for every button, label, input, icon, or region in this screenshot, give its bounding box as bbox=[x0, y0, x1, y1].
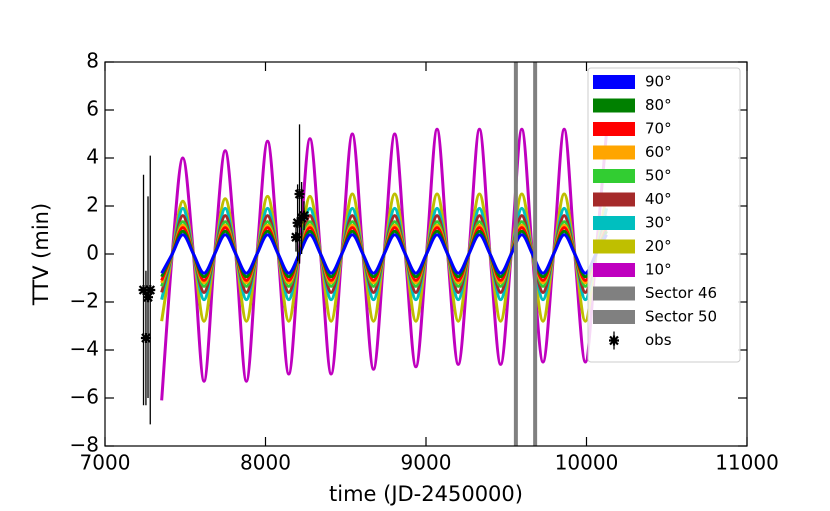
legend-swatch bbox=[609, 335, 619, 346]
obs-marker bbox=[140, 333, 151, 343]
y-tick-label: 2 bbox=[86, 193, 99, 217]
obs-marker bbox=[299, 210, 310, 221]
legend-label: 90° bbox=[645, 73, 672, 91]
y-tick-label: 0 bbox=[86, 241, 99, 265]
x-tick-label: 7000 bbox=[80, 451, 131, 475]
legend-swatch bbox=[593, 216, 635, 230]
y-tick-label: 4 bbox=[86, 145, 99, 169]
y-tick-label: 6 bbox=[86, 97, 99, 121]
x-tick-label: 8000 bbox=[240, 451, 291, 475]
obs-marker bbox=[294, 189, 305, 199]
x-axis-label: time (JD-2450000) bbox=[329, 482, 523, 506]
legend-label: 10° bbox=[645, 261, 672, 279]
legend-label: 20° bbox=[645, 237, 672, 255]
y-tick-label: −2 bbox=[70, 289, 99, 313]
obs-marker bbox=[145, 285, 156, 295]
legend-label: 50° bbox=[645, 167, 672, 185]
legend-swatch bbox=[593, 169, 635, 183]
legend-swatch bbox=[593, 286, 635, 301]
legend-label: 30° bbox=[645, 214, 672, 232]
legend-swatch bbox=[593, 122, 635, 136]
legend-swatch bbox=[593, 98, 635, 113]
legend: 90° 80° 70° 60° 50° 40° 30° 20° 10° Sector 46 Sect… bbox=[587, 67, 741, 363]
axes: 7000 8000 9000 10000 11000 −8 −6 −4 −2 0 2 4 6 8 bbox=[70, 49, 779, 475]
series-line bbox=[160, 233, 608, 275]
legend-swatch bbox=[593, 310, 635, 324]
plot-area bbox=[138, 62, 609, 446]
legend-label: 40° bbox=[645, 190, 672, 208]
y-tick-label: −8 bbox=[70, 433, 99, 457]
legend-label: Sector 50 bbox=[645, 308, 717, 326]
x-tick-label: 11000 bbox=[715, 451, 779, 475]
y-tick-label: 8 bbox=[86, 49, 99, 73]
legend-label: 60° bbox=[645, 143, 672, 161]
legend-swatch bbox=[593, 75, 635, 89]
legend-label: obs bbox=[645, 331, 672, 349]
y-axis-label: TTV (min) bbox=[29, 203, 53, 306]
legend-label: 70° bbox=[645, 120, 672, 138]
legend-swatch bbox=[593, 192, 635, 207]
y-tick-label: −6 bbox=[70, 385, 99, 409]
legend-label: Sector 46 bbox=[645, 284, 717, 302]
legend-swatch bbox=[593, 239, 635, 254]
legend-swatch bbox=[593, 263, 635, 277]
x-tick-label: 9000 bbox=[401, 451, 452, 475]
legend-swatch bbox=[593, 145, 635, 160]
legend-label: 80° bbox=[645, 96, 672, 114]
y-tick-label: −4 bbox=[70, 337, 99, 361]
x-tick-label: 10000 bbox=[555, 451, 619, 475]
series-line bbox=[160, 127, 609, 401]
